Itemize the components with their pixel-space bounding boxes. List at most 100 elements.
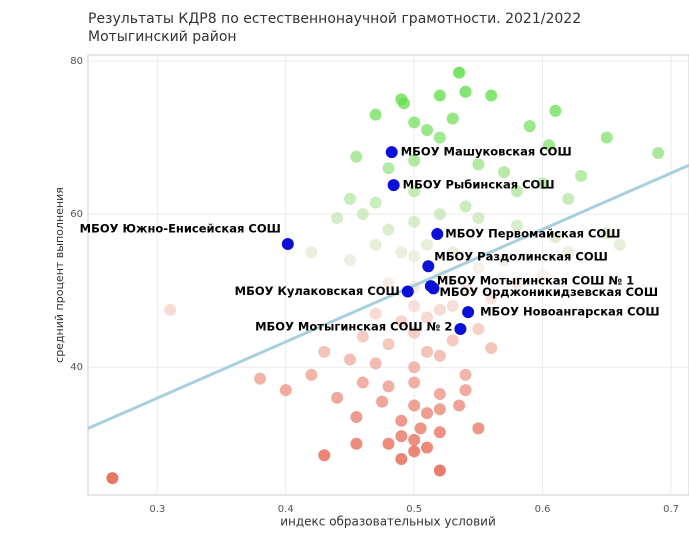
point [421,345,434,358]
point [382,338,395,351]
point [397,97,410,110]
point [331,211,344,224]
point [408,215,421,228]
point [414,422,427,435]
point [536,269,549,282]
point [164,303,177,316]
point [343,192,356,205]
point [433,303,446,316]
point [536,177,549,190]
point [600,131,613,144]
point [510,219,523,232]
point [382,162,395,175]
point [459,368,472,381]
point [369,238,382,251]
point [408,154,421,167]
x-tick-label: 0.3 [149,504,165,515]
point [421,123,434,136]
point-label: МБОУ Первомайская СОШ [445,227,620,241]
highlight-point [431,228,444,241]
point [543,139,556,152]
y-tick-label: 40 [70,362,83,373]
point [453,399,466,412]
plot-area [87,54,689,496]
point [408,433,421,446]
point [395,246,408,259]
point [433,464,446,477]
point [343,353,356,366]
point-label: МБОУ Новоангарская СОШ [480,305,659,319]
point [350,150,363,163]
point [510,277,523,290]
point [459,200,472,213]
highlight-point [427,282,440,295]
point [408,326,421,339]
point [459,384,472,397]
point [382,277,395,290]
point [279,384,292,397]
point-label: МБОУ Рыбинская СОШ [403,178,555,192]
point [549,104,562,117]
highlight-point [422,260,435,273]
chart-title: Результаты КДР8 по естественнонаучной гр… [88,11,581,27]
point [305,368,318,381]
point [472,158,485,171]
point [600,227,613,240]
chart-subtitle: Мотыгинский район [88,29,237,45]
point [408,250,421,263]
point [472,422,485,435]
point [369,357,382,370]
point [331,391,344,404]
point [459,284,472,297]
point [318,345,331,358]
point [369,307,382,320]
point [356,208,369,221]
point-label: МБОУ Южно-Енисейская СОШ [80,222,281,236]
point [305,246,318,259]
point [395,315,408,328]
point [433,387,446,400]
point [421,441,434,454]
point [356,330,369,343]
point [549,231,562,244]
point [369,196,382,209]
highlight-point [281,238,294,251]
point [433,208,446,221]
highlight-point [387,179,400,192]
point [433,131,446,144]
point [106,472,119,485]
x-tick-label: 0.7 [663,504,679,515]
point [510,185,523,198]
point [459,85,472,98]
point [421,311,434,324]
point [446,112,459,125]
point [421,407,434,420]
point [433,426,446,439]
point [446,334,459,347]
point-label: МБОУ Раздолинская СОШ [434,250,608,264]
point [369,108,382,121]
point [350,437,363,450]
point [433,403,446,416]
y-axis-label: средний процент выполнения [53,187,66,363]
x-tick-label: 0.6 [535,504,551,515]
point [446,246,459,259]
point [343,254,356,267]
x-tick-label: 0.4 [278,504,294,515]
point [318,449,331,462]
point [433,89,446,102]
point [408,445,421,458]
point [395,414,408,427]
point [485,89,498,102]
point [408,116,421,129]
highlight-point [462,306,475,319]
point [472,211,485,224]
point [472,322,485,335]
point [498,254,511,267]
point [408,361,421,374]
point [562,192,575,205]
point [446,299,459,312]
point [382,437,395,450]
point-label: МБОУ Кулаковская СОШ [235,284,400,298]
